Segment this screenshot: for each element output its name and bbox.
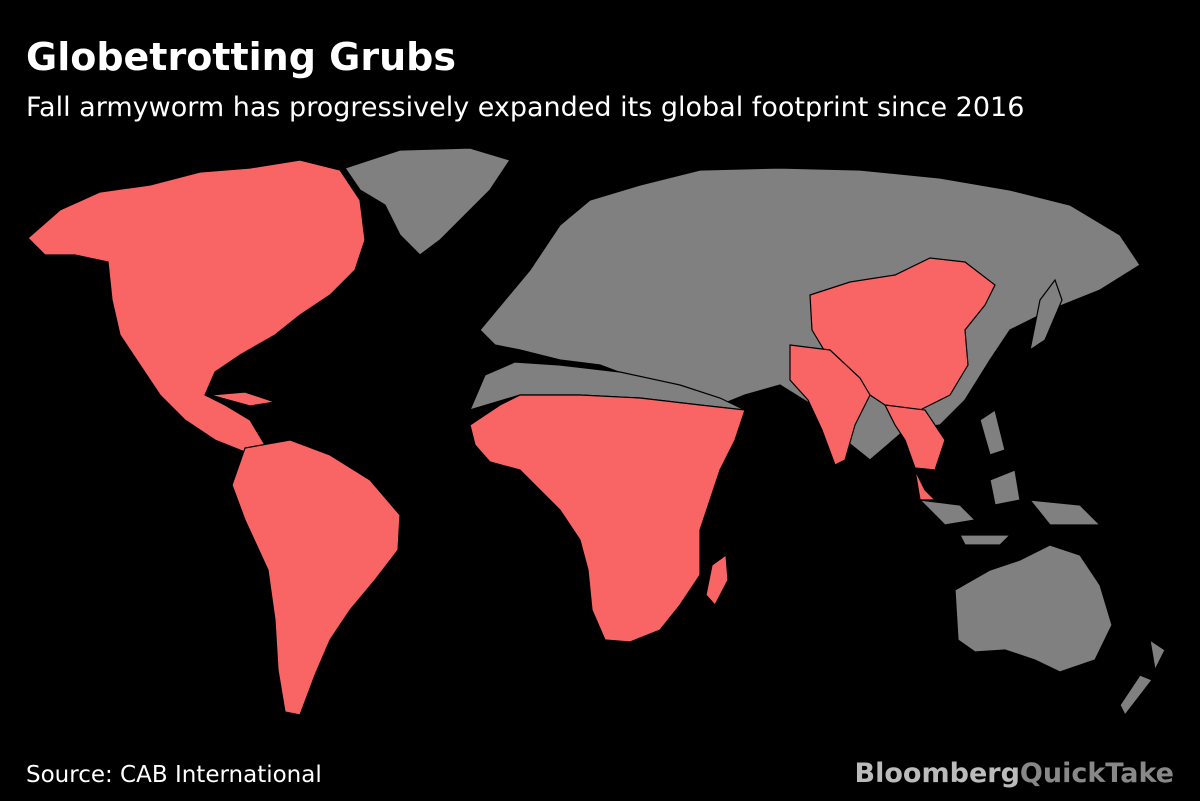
source-note: Source: CAB International [26, 762, 322, 788]
brand-name: Bloomberg [855, 758, 1020, 789]
greenland [344, 147, 511, 256]
subtitle: Fall armyworm has progressively expanded… [26, 92, 1024, 123]
brand-suffix: QuickTake [1020, 758, 1174, 789]
southeast-asia [883, 404, 946, 501]
india [789, 344, 871, 466]
sub-saharan-africa [469, 394, 746, 643]
madagascar [705, 553, 729, 607]
australia [954, 544, 1113, 673]
title: Globetrotting Grubs [26, 35, 456, 79]
indonesia [918, 409, 1102, 546]
world-map [27, 147, 1166, 717]
japan [1029, 278, 1063, 352]
caribbean [209, 391, 276, 407]
south-america [231, 439, 401, 716]
brand-logo: BloombergQuickTake [855, 758, 1174, 789]
new-zealand [1119, 638, 1166, 717]
north-america [27, 159, 366, 453]
